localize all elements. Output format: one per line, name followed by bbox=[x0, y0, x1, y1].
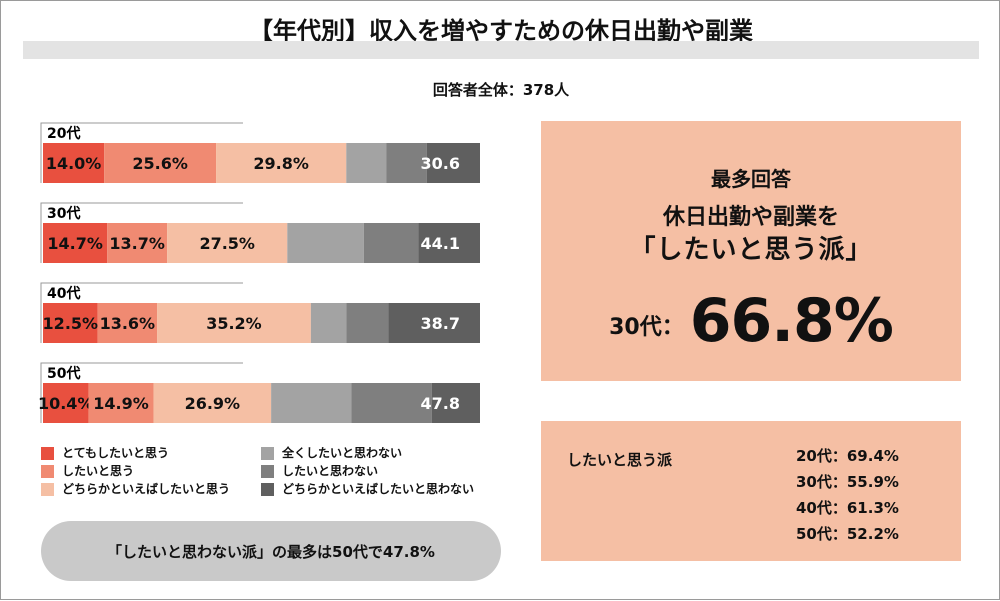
summary-label: したいと思う派 bbox=[567, 451, 673, 469]
bar-segment bbox=[431, 383, 480, 423]
highlight-age-label: 30代： bbox=[609, 315, 684, 340]
bar-segment bbox=[216, 143, 347, 183]
category-label: 50代 bbox=[47, 365, 80, 382]
bar-segment bbox=[43, 143, 105, 183]
summary-row-30s: 30代：55.9% bbox=[796, 473, 899, 491]
highlight-value-row: 30代： 66.8% bbox=[541, 281, 961, 361]
legend-swatch bbox=[261, 446, 274, 460]
highlight-box: 最多回答 休日出勤や副業を 「したいと思う派」 30代： 66.8% bbox=[541, 121, 961, 381]
legend-swatch bbox=[41, 464, 54, 478]
category-bracket bbox=[40, 202, 243, 263]
highlight-big-value: 66.8% bbox=[689, 286, 894, 356]
legend-item: どちらかといえばしたいと思わない bbox=[261, 481, 474, 497]
negative-total-label: 38.7 bbox=[421, 314, 460, 333]
negative-total-label: 47.8 bbox=[421, 394, 460, 413]
data-label: 13.7% bbox=[109, 234, 165, 253]
bar-segment bbox=[43, 383, 89, 423]
bar-segment bbox=[287, 223, 364, 263]
data-label: 29.8% bbox=[253, 154, 309, 173]
bar-segment bbox=[43, 223, 108, 263]
highlight-caption-2: 休日出勤や副業を bbox=[662, 205, 839, 230]
highlight-caption-3: 「したいと思う派」 bbox=[629, 235, 873, 265]
bar-segment bbox=[167, 223, 288, 263]
category-label: 20代 bbox=[47, 125, 80, 142]
legend-label: どちらかといえばしたいと思わない bbox=[282, 482, 475, 496]
bar-segment bbox=[386, 143, 427, 183]
not-want-summary-pill: 「したいと思わない派」の最多は50代で47.8% bbox=[41, 521, 501, 581]
bar-segment bbox=[271, 383, 352, 423]
bar-segment bbox=[363, 223, 419, 263]
bar-segment bbox=[388, 303, 480, 343]
bar-segment bbox=[104, 143, 217, 183]
bar-segment bbox=[346, 303, 389, 343]
bar-segment bbox=[346, 143, 387, 183]
data-label: 25.6% bbox=[132, 154, 188, 173]
data-label: 13.6% bbox=[100, 314, 156, 333]
category-bracket bbox=[40, 282, 243, 343]
legend-item: 全くしたいと思わない bbox=[261, 445, 402, 461]
legend-item: したいと思う bbox=[41, 463, 134, 479]
legend-label: したいと思わない bbox=[282, 464, 379, 478]
legend-item: どちらかといえばしたいと思う bbox=[41, 481, 230, 497]
legend-label: どちらかといえばしたいと思う bbox=[62, 482, 231, 496]
data-label: 14.9% bbox=[93, 394, 149, 413]
category-bracket bbox=[40, 362, 243, 423]
legend-label: したいと思う bbox=[62, 464, 135, 478]
highlight-caption-1: 最多回答 bbox=[711, 167, 791, 191]
bar-segment bbox=[153, 383, 272, 423]
legend-label: とてもしたいと思う bbox=[62, 446, 170, 460]
legend-swatch bbox=[41, 446, 54, 460]
data-label: 27.5% bbox=[199, 234, 255, 253]
chart-title: 【年代別】収入を増やすための休日出勤や副業 bbox=[249, 17, 753, 45]
legend-label: 全くしたいと思わない bbox=[282, 446, 403, 460]
bar-segment bbox=[418, 223, 480, 263]
legend-item: したいと思わない bbox=[261, 463, 378, 479]
bar-segment bbox=[351, 383, 432, 423]
data-label: 14.7% bbox=[47, 234, 103, 253]
legend-swatch bbox=[261, 464, 274, 478]
chart-legend: とてもしたいと思う したいと思うどちらかといえばしたいと思う 全くしたいと思わないし… bbox=[41, 445, 521, 515]
bar-segment bbox=[310, 303, 347, 343]
legend-swatch bbox=[261, 482, 274, 496]
summary-row-20s: 20代：69.4% bbox=[796, 447, 899, 465]
negative-total-label: 44.1 bbox=[421, 234, 460, 253]
bar-segment bbox=[88, 383, 154, 423]
legend-swatch bbox=[41, 482, 54, 496]
legend-item: とてもしたいと思う bbox=[41, 445, 169, 461]
bar-segment bbox=[43, 303, 98, 343]
bar-segment bbox=[157, 303, 311, 343]
pill-text: 「したいと思わない派」の最多は50代で47.8% bbox=[107, 542, 435, 561]
category-label: 40代 bbox=[47, 285, 80, 302]
bar-segment bbox=[97, 303, 158, 343]
title-underline-bar bbox=[23, 41, 979, 59]
summary-row-40s: 40代：61.3% bbox=[796, 499, 899, 517]
bar-segment bbox=[107, 223, 168, 263]
negative-total-label: 30.6 bbox=[421, 154, 460, 173]
respondent-total: 回答者全体：378人 bbox=[432, 81, 570, 99]
bar-segment bbox=[426, 143, 480, 183]
category-bracket bbox=[40, 122, 243, 183]
summary-box: したいと思う派 20代：69.4% 30代：55.9% 40代：61.3% 50… bbox=[541, 421, 961, 561]
data-label: 26.9% bbox=[185, 394, 241, 413]
summary-row-50s: 50代：52.2% bbox=[796, 525, 899, 543]
category-label: 30代 bbox=[47, 205, 80, 222]
data-label: 12.5% bbox=[43, 314, 99, 333]
data-label: 35.2% bbox=[206, 314, 262, 333]
data-label: 14.0% bbox=[46, 154, 102, 173]
data-label: 10.4% bbox=[38, 394, 94, 413]
